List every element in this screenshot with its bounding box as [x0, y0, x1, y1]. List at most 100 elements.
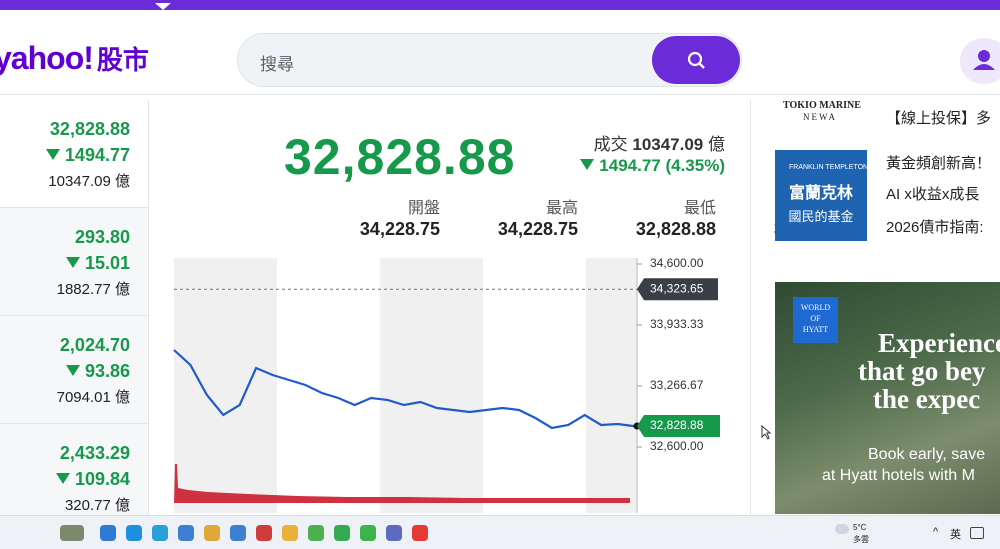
taskbar-app[interactable]	[282, 525, 298, 541]
taskbar-app[interactable]	[178, 525, 194, 541]
volume-bars	[174, 464, 630, 503]
ime-indicator[interactable]: 英	[950, 529, 961, 541]
down-arrow	[65, 257, 80, 268]
item-volume: 1882.77 億	[56, 281, 130, 298]
stat-label: 最高	[545, 200, 578, 217]
menu-caret	[155, 3, 171, 10]
fund-logo-sub: 國民的基金	[788, 209, 854, 224]
taskbar-app[interactable]	[152, 525, 168, 541]
down-arrow	[65, 365, 80, 376]
item-change-value: 93.86	[84, 361, 130, 381]
fund-logo-name: 富蘭克林	[788, 185, 853, 202]
previous-close-label: 34,323.65	[650, 281, 704, 295]
logo[interactable]: yahoo! 股市	[0, 40, 149, 77]
ad-link[interactable]: 黃金頻創新高！	[886, 155, 992, 172]
ad-text[interactable]: 【線上投保】多	[886, 110, 992, 127]
hyatt-logo-line: HYATT	[802, 325, 829, 334]
ad-link[interactable]: 2026債市指南:	[886, 219, 984, 236]
taskbar-app[interactable]	[386, 525, 402, 541]
item-change-value: 1494.77	[64, 145, 130, 165]
quote-price: 32,828.88	[284, 129, 516, 185]
item-change: 1494.77	[45, 145, 130, 166]
weather-temp: 5°C	[853, 523, 867, 532]
volume-label: 成交	[593, 135, 628, 154]
fund-logo[interactable]: FRANKLIN TEMPLETON 富蘭克林 國民的基金	[775, 150, 869, 241]
taskbar	[0, 515, 1000, 549]
stat-value: 32,828.88	[635, 219, 716, 239]
taskbar-app[interactable]	[60, 525, 84, 541]
taskbar-app[interactable]	[256, 525, 272, 541]
y-tick-label: 34,600.00	[650, 256, 704, 270]
item-change-value: 15.01	[84, 253, 130, 273]
y-tick-label: 33,933.33	[650, 317, 704, 331]
item-volume: 7094.01 億	[56, 389, 130, 406]
watchlist-item[interactable]: 2,433.29 109.84 320.77 億	[0, 424, 148, 532]
taskbar-app[interactable]	[204, 525, 220, 541]
ad-brand: TOKIO MARINE	[783, 100, 861, 111]
stat-label: 開盤	[407, 200, 440, 217]
hyatt-headline: Experience	[878, 328, 1000, 358]
quote-volume: 成交 10347.09 億	[594, 130, 725, 155]
change-pct: (4.35%)	[665, 156, 725, 175]
hyatt-body: at Hyatt hotels with M	[822, 467, 975, 484]
fund-logo-top: FRANKLIN TEMPLETON	[789, 164, 869, 171]
taskbar-app[interactable]	[126, 525, 142, 541]
chart: 34,600.00 33,933.33 33,266.67 32,600.00 34,3…	[173, 256, 720, 513]
time-band	[380, 258, 483, 513]
volume-value: 10347.09	[632, 135, 704, 154]
hyatt-logo-line: WORLD	[800, 303, 831, 312]
taskbar-app[interactable]	[360, 525, 376, 541]
item-volume: 10347.09 億	[48, 173, 130, 190]
hyatt-logo-line: OF	[810, 314, 821, 323]
item-price: 32,828.88	[49, 119, 130, 139]
taskbar-app[interactable]	[334, 525, 350, 541]
cursor	[761, 425, 772, 440]
label-box	[637, 278, 718, 301]
taskbar-app[interactable]	[100, 525, 116, 541]
item-change: 93.86	[65, 361, 130, 382]
time-band	[174, 258, 277, 513]
watchlist-item[interactable]: 293.80 15.01 1882.77 億	[0, 208, 148, 316]
time-band	[586, 258, 637, 513]
hyatt-headline: the expec	[873, 384, 981, 414]
item-volume: 320.77 億	[64, 497, 130, 514]
logo-text: yahoo!	[0, 40, 94, 76]
search-button[interactable]	[652, 36, 740, 84]
stat-value: 34,228.75	[497, 219, 578, 239]
watchlist-item[interactable]: 32,828.88 1494.77 10347.09 億	[0, 100, 148, 208]
hyatt-body: Book early, save	[868, 446, 986, 463]
top-bar	[0, 0, 1000, 10]
down-arrow	[45, 149, 60, 160]
hyatt-headline: that go bey	[858, 356, 986, 386]
item-price: 293.80	[74, 227, 130, 247]
last-price-label: 32,828.88	[650, 418, 704, 432]
weather-desc: 多雲	[853, 535, 869, 544]
y-tick-label: 33,266.67	[650, 378, 704, 392]
taskbar-app[interactable]	[412, 525, 428, 541]
logo-suffix: 股市	[96, 45, 149, 75]
change-value: 1494.77	[599, 156, 661, 175]
taskbar-app[interactable]	[230, 525, 246, 541]
item-change-value: 109.84	[74, 469, 130, 489]
hyatt-logo: WORLD OF HYATT	[793, 297, 838, 343]
tray-icon	[970, 527, 984, 539]
volume-unit: 億	[708, 135, 725, 154]
stat-label: 最低	[683, 200, 716, 217]
taskbar-app[interactable]	[308, 525, 324, 541]
avatar-icon	[973, 50, 995, 70]
ad-brand-sub: NEWA	[803, 112, 837, 122]
tray-arrow[interactable]: ^	[933, 526, 939, 538]
item-change: 15.01	[65, 253, 130, 274]
item-change: 109.84	[55, 469, 130, 490]
quote-change: 1494.77 (4.35%)	[580, 156, 725, 176]
header-divider	[0, 94, 1000, 95]
watchlist-item[interactable]: 2,024.70 93.86 7094.01 億	[0, 316, 148, 424]
stat-value: 34,228.75	[359, 219, 440, 239]
item-price: 2,024.70	[59, 335, 130, 355]
item-price: 2,433.29	[59, 443, 130, 463]
ad-link[interactable]: AI x收益x成長	[886, 186, 980, 203]
y-tick-label: 32,600.00	[650, 439, 704, 453]
quote-panel	[148, 100, 751, 515]
avatar[interactable]	[960, 38, 1000, 84]
